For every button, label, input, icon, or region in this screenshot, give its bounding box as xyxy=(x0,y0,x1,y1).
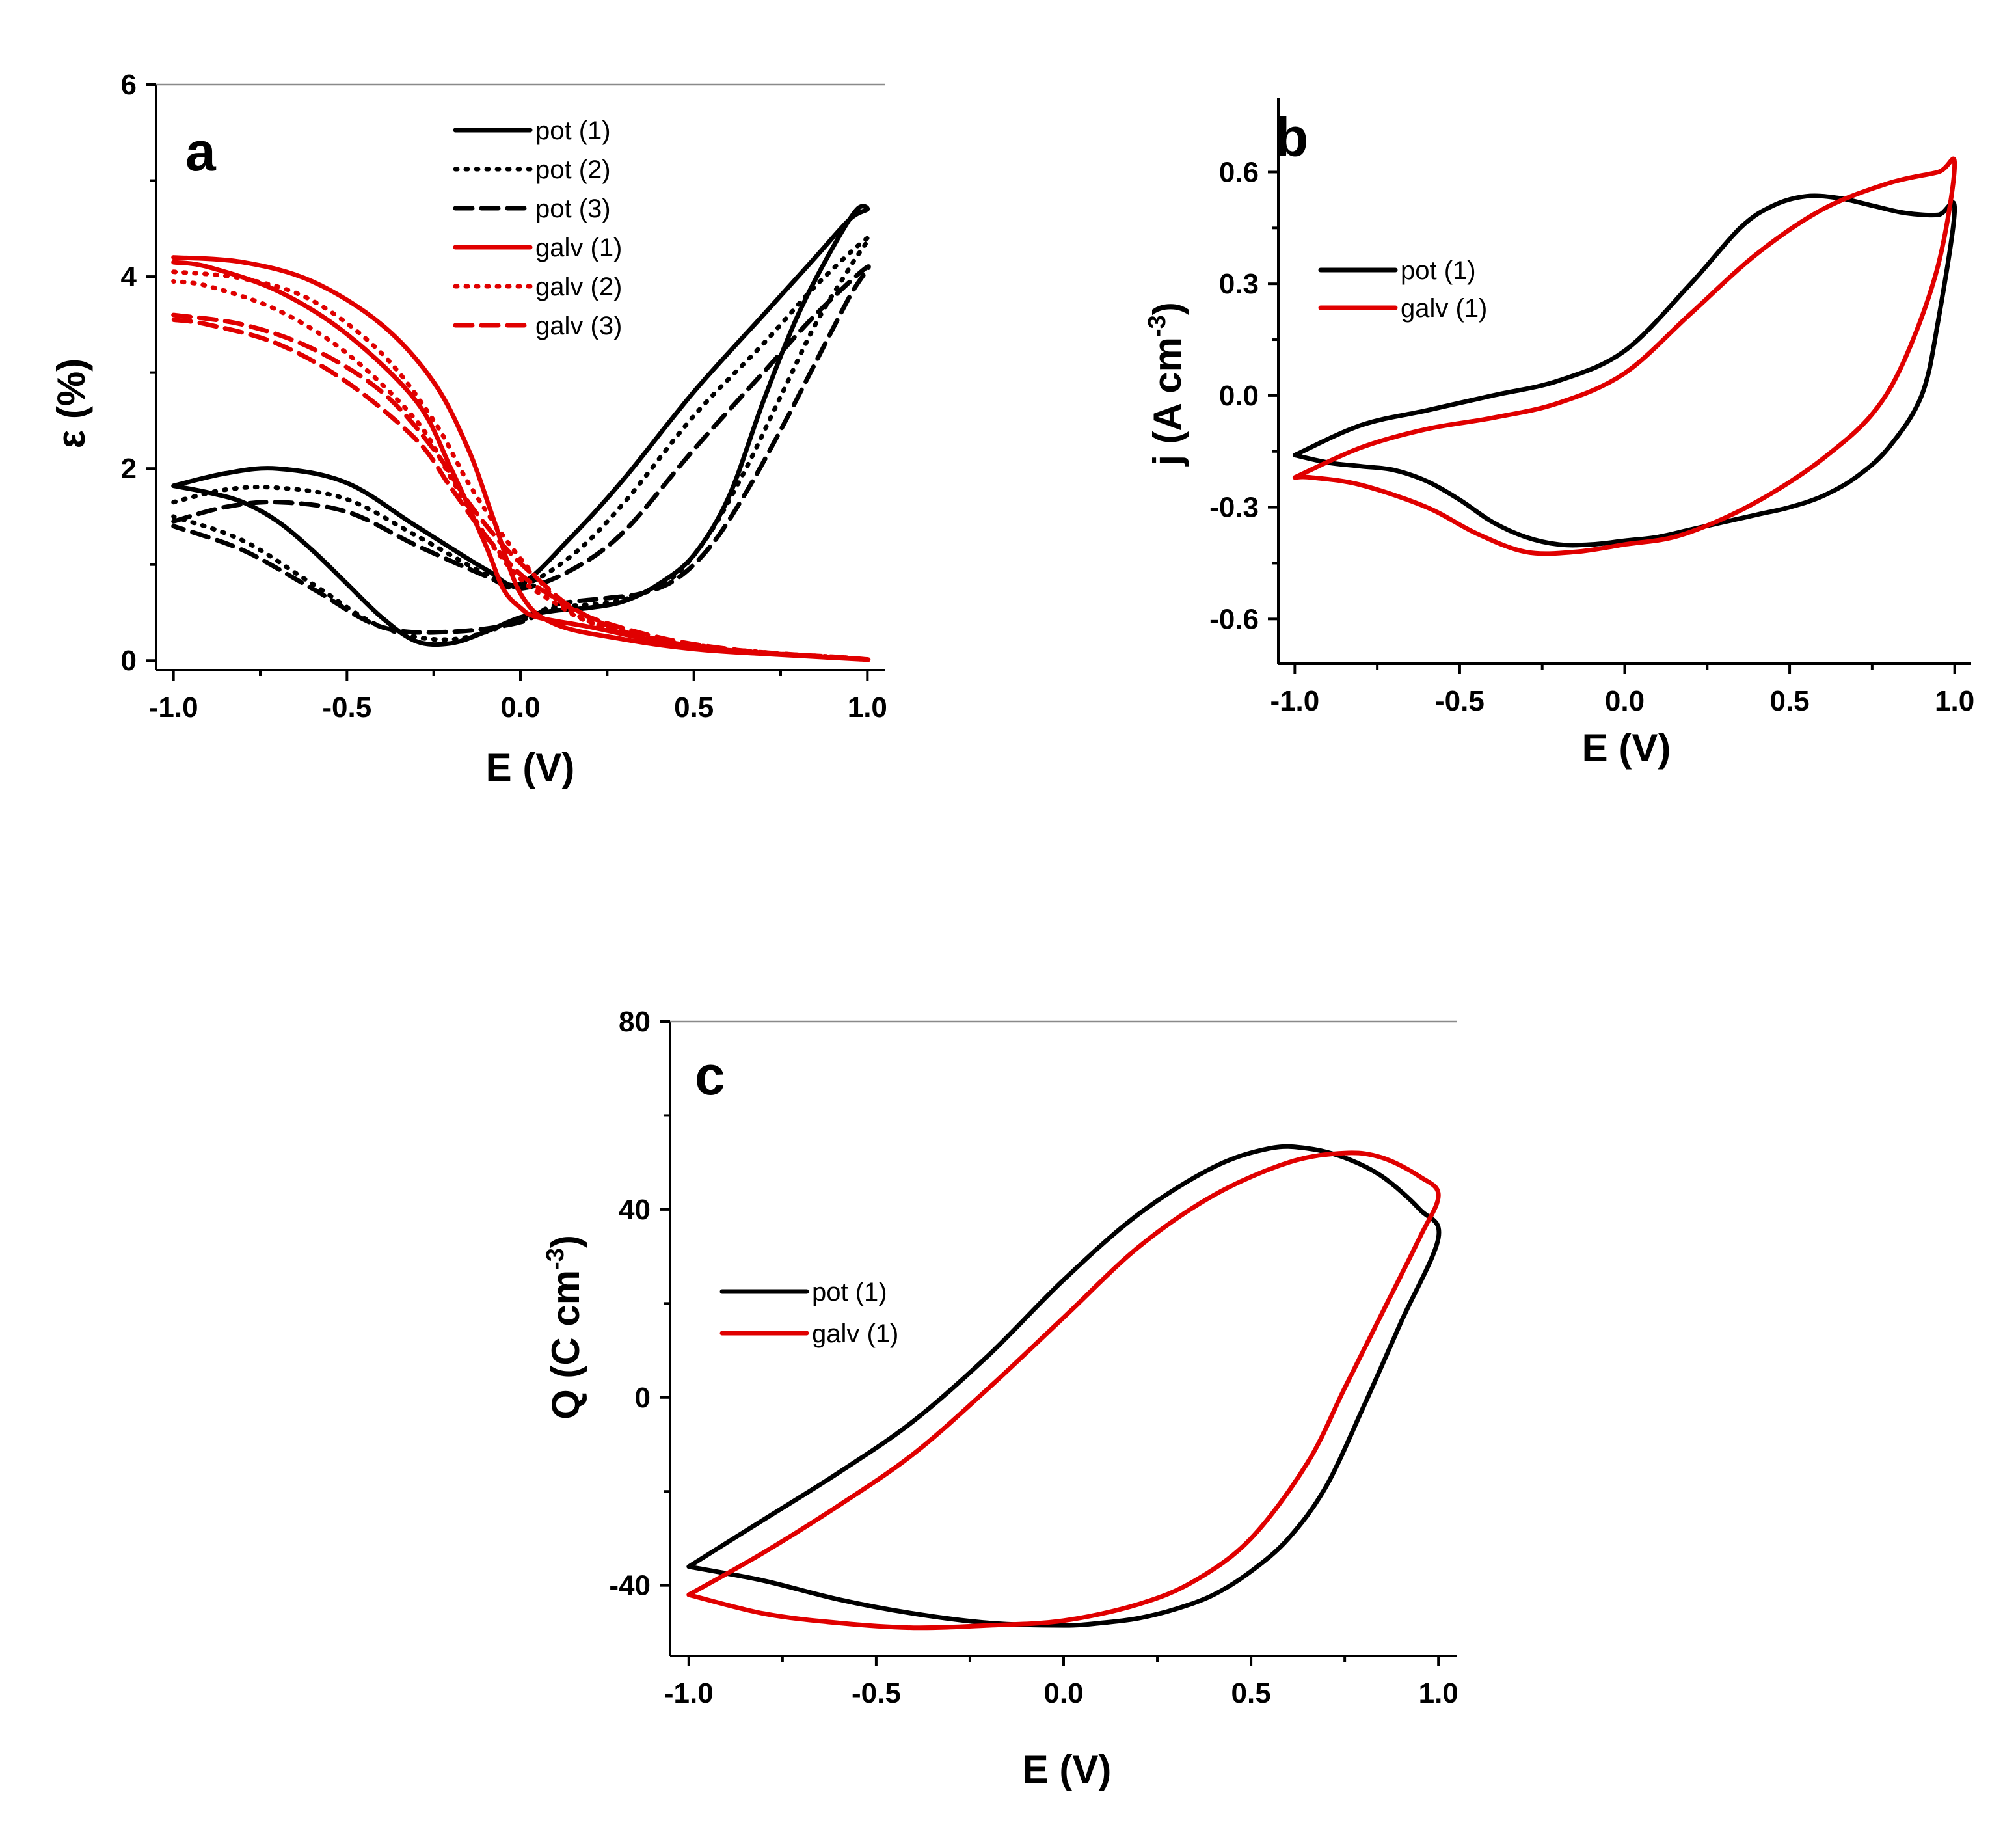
panel-a-series-pot-1 xyxy=(171,204,870,647)
panel-a-x-tick-label: 1.0 xyxy=(848,692,887,724)
panel-b-y-axis-title-main: j (A cm xyxy=(1146,337,1189,467)
panel-b-current-chart: -1.0 -0.5 0.0 0.5 1.0 -0.6 -0.3 0.0 0.3 0.6 b E (… xyxy=(1144,98,1974,770)
panel-b-x-tick-label: -1.0 xyxy=(1270,685,1319,717)
panel-a-y-tick-label: 0 xyxy=(121,645,137,677)
panel-a-x-tick-label: 0.0 xyxy=(500,692,540,724)
panel-b-legend-label: pot (1) xyxy=(1401,256,1476,285)
panel-b-letter: b xyxy=(1275,107,1308,168)
panel-b-x-tick-label: 0.0 xyxy=(1605,685,1645,717)
panel-c-y-tick-label: 40 xyxy=(619,1194,651,1226)
panel-b-y-axis-title-suffix: ) xyxy=(1146,302,1189,315)
panel-a-y-axis-title: ε (%) xyxy=(49,359,93,448)
panel-c-plot-area: -1.0 -0.5 0.0 0.5 1.0 -40 0 40 80 xyxy=(609,1006,1458,1709)
panel-c-x-tick-label: -1.0 xyxy=(664,1677,714,1709)
panel-a-plot-area: -1.0 -0.5 0.0 0.5 1.0 0 2 4 6 xyxy=(121,69,887,724)
panel-b-plot-area: -1.0 -0.5 0.0 0.5 1.0 -0.6 -0.3 0.0 0.3 0.6 xyxy=(1209,98,1974,717)
panel-a-series-pot-2 xyxy=(171,236,871,642)
panel-c-x-tick-label: 0.5 xyxy=(1231,1677,1271,1709)
panel-b-x-tick-label: -0.5 xyxy=(1435,685,1485,717)
panel-a-legend-label: galv (1) xyxy=(535,234,622,262)
panel-b-y-axis-title: j (A cm-3) xyxy=(1144,302,1189,467)
panel-c-y-axis-title-suffix: ) xyxy=(544,1235,587,1248)
panel-b-series-pot-1 xyxy=(1292,193,1957,548)
panel-b-y-tick-label: 0.0 xyxy=(1219,380,1259,412)
panel-c-legend: pot (1) galv (1) xyxy=(719,1278,898,1348)
panel-a-strain-chart: -1.0 -0.5 0.0 0.5 1.0 0 2 4 6 a E (V) ε (%) pot … xyxy=(49,69,887,789)
panel-b-y-tick-label: -0.3 xyxy=(1209,492,1259,524)
panel-c-y-axis-title-superscript: -3 xyxy=(542,1248,569,1270)
panel-a-legend-label: pot (1) xyxy=(535,116,611,145)
panel-b-y-tick-label: -0.6 xyxy=(1209,603,1259,635)
panel-c-series-galv-1 xyxy=(686,1150,1441,1631)
panel-c-series-pot-1 xyxy=(686,1144,1442,1628)
panel-a-x-tick-label: 0.5 xyxy=(674,692,714,724)
panel-c-y-tick-label: 0 xyxy=(635,1382,651,1414)
panel-b-legend-label: galv (1) xyxy=(1401,294,1487,323)
panel-a-x-tick-label: -1.0 xyxy=(149,692,198,724)
panel-c-y-axis-title-main: Q (C cm xyxy=(544,1270,587,1420)
panel-a-legend-label: galv (3) xyxy=(535,312,622,340)
panel-c-legend-label: pot (1) xyxy=(812,1278,887,1306)
panel-c-x-tick-label: -0.5 xyxy=(852,1677,901,1709)
panel-c-charge-chart: -1.0 -0.5 0.0 0.5 1.0 -40 0 40 80 c E (V) Q (C c… xyxy=(542,1006,1458,1791)
panel-c-y-tick-label: -40 xyxy=(609,1570,651,1602)
panel-a-y-tick-label: 2 xyxy=(121,453,137,485)
panel-c-x-axis-title: E (V) xyxy=(1023,1748,1112,1791)
panel-c-x-tick-label: 0.0 xyxy=(1043,1677,1083,1709)
panel-c-legend-label: galv (1) xyxy=(812,1320,898,1348)
panel-a-y-tick-label: 4 xyxy=(121,261,137,293)
panel-c-y-tick-label: 80 xyxy=(619,1006,651,1038)
panel-b-y-tick-label: 0.6 xyxy=(1219,156,1259,188)
panel-a-legend-label: galv (2) xyxy=(535,273,622,301)
panel-a-series-pot-3 xyxy=(171,264,871,635)
panel-a-series-galv-2 xyxy=(171,269,871,662)
panel-b-y-tick-label: 0.3 xyxy=(1219,268,1259,300)
panel-b-y-axis-title-superscript: -3 xyxy=(1144,315,1171,337)
panel-a-legend-label: pot (3) xyxy=(535,195,611,223)
panel-b-x-tick-label: 1.0 xyxy=(1935,685,1974,717)
panel-a-letter: a xyxy=(185,121,217,182)
panel-c-y-axis-title: Q (C cm-3) xyxy=(542,1235,587,1420)
panel-a-series-galv-3 xyxy=(171,312,871,662)
panel-b-legend: pot (1) galv (1) xyxy=(1318,256,1487,323)
panel-c-x-tick-label: 1.0 xyxy=(1419,1677,1458,1709)
panel-b-series-galv-1 xyxy=(1292,156,1957,556)
panel-a-legend-label: pot (2) xyxy=(535,156,611,184)
panel-a-x-tick-label: -0.5 xyxy=(322,692,371,724)
panel-c-letter: c xyxy=(695,1045,725,1106)
panel-a-legend: pot (1) pot (2) pot (3) galv (1) galv (2) gal… xyxy=(453,116,622,340)
panel-a-x-axis-title: E (V) xyxy=(486,746,575,789)
panel-a-y-tick-label: 6 xyxy=(121,69,137,101)
panel-b-x-axis-title: E (V) xyxy=(1582,726,1671,770)
panel-b-x-tick-label: 0.5 xyxy=(1769,685,1809,717)
